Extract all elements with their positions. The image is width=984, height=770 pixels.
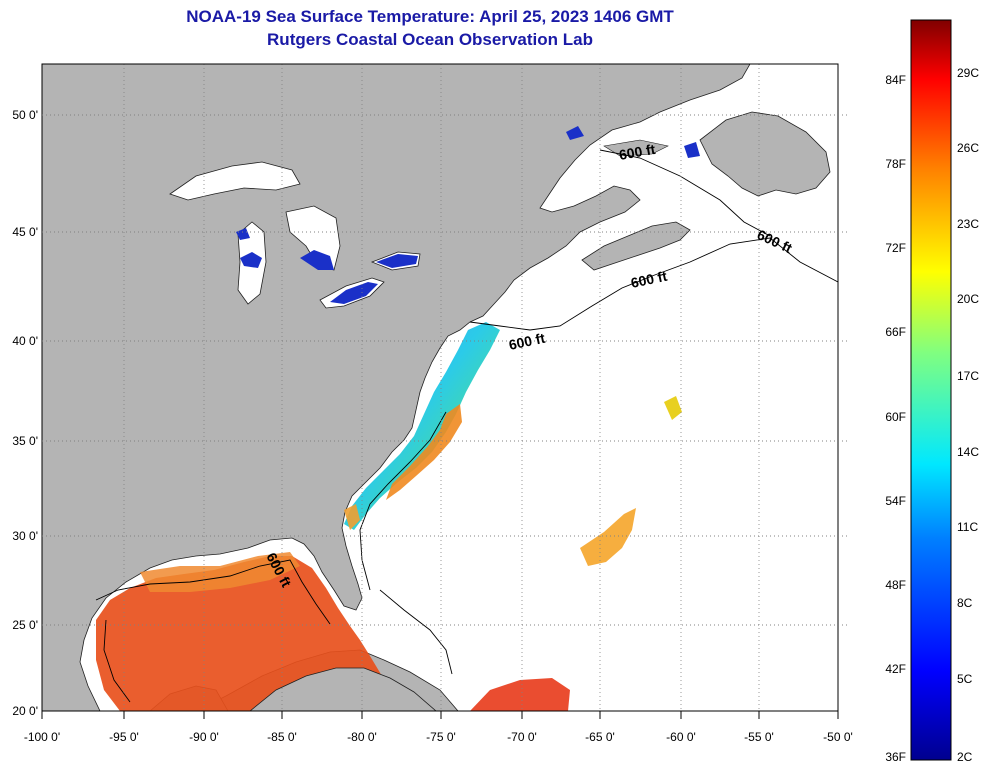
axis-ticks <box>41 114 848 719</box>
lon-label: -50 0' <box>823 730 853 744</box>
lat-label: 25 0' <box>12 618 38 632</box>
lon-label: -90 0' <box>189 730 219 744</box>
caribbean-sst <box>470 678 570 711</box>
colorbar-f-label: 66F <box>885 325 906 339</box>
land-nova-scotia <box>581 221 691 271</box>
lat-label: 45 0' <box>12 225 38 239</box>
lat-label: 40 0' <box>12 334 38 348</box>
contour-label: 600 ft <box>629 268 668 291</box>
land-cuba-top <box>249 667 437 711</box>
gulf-mexico-sst-north <box>140 552 300 592</box>
lon-label: -55 0' <box>744 730 774 744</box>
map-subtitle: Rutgers Coastal Ocean Observation Lab <box>267 30 593 49</box>
lon-label: -60 0' <box>666 730 696 744</box>
lake-superior <box>169 161 301 201</box>
colorbar-f-label: 42F <box>885 662 906 676</box>
colorbar-c-label: 2C <box>957 750 973 764</box>
contour-label: 600 ft <box>618 141 657 163</box>
lon-label: -70 0' <box>507 730 537 744</box>
lon-label: -80 0' <box>347 730 377 744</box>
newfoundland-sst <box>684 142 700 158</box>
colorbar <box>910 19 952 761</box>
lon-label: -95 0' <box>109 730 139 744</box>
colorbar-f-label: 36F <box>885 750 906 764</box>
map-title: NOAA-19 Sea Surface Temperature: April 2… <box>186 7 674 26</box>
land-anticosti <box>603 139 669 157</box>
colorbar-c-label: 14C <box>957 445 979 459</box>
lon-label: -75 0' <box>426 730 456 744</box>
map-frame <box>41 63 839 712</box>
colorbar-f-label: 72F <box>885 241 906 255</box>
lat-label: 35 0' <box>12 434 38 448</box>
lake-sst-cold <box>330 282 378 304</box>
lon-label: -100 0' <box>24 730 60 744</box>
lat-label: 30 0' <box>12 529 38 543</box>
florida-shelf-sst <box>344 504 360 530</box>
colorbar-c-label: 26C <box>957 141 979 155</box>
colorbar-c-label: 20C <box>957 292 979 306</box>
lake-sst-cold <box>300 250 334 270</box>
gulf-stream-warm <box>386 404 462 500</box>
land-newfoundland <box>699 111 831 197</box>
offshore-warm-patch <box>580 508 636 566</box>
colorbar-f-label: 78F <box>885 157 906 171</box>
land-north-america <box>42 64 751 711</box>
colorbar-f-label: 84F <box>885 73 906 87</box>
gulf-st-lawrence-sst <box>566 126 584 140</box>
colorbar-f-label: 54F <box>885 494 906 508</box>
lon-label: -85 0' <box>267 730 297 744</box>
depth-contours <box>95 149 838 703</box>
contour-label: 600 ft <box>507 330 546 353</box>
lat-label: 20 0' <box>12 704 38 718</box>
colorbar-c-label: 5C <box>957 672 973 686</box>
lake-sst-cold <box>376 254 418 268</box>
lat-label: 50 0' <box>12 108 38 122</box>
colorbar-f-label: 48F <box>885 578 906 592</box>
lon-label: -65 0' <box>585 730 615 744</box>
colorbar-c-label: 23C <box>957 217 979 231</box>
lake-sst-cold <box>240 252 262 268</box>
colorbar-c-label: 11C <box>957 520 978 534</box>
colorbar-c-label: 8C <box>957 596 973 610</box>
colorbar-f-label: 60F <box>885 410 906 424</box>
colorbar-c-label: 29C <box>957 66 979 80</box>
lake-sst-cold <box>236 228 250 240</box>
colorbar-c-label: 17C <box>957 369 979 383</box>
atlantic-shelf-sst <box>344 322 500 530</box>
offshore-yellow-patch <box>664 396 682 420</box>
